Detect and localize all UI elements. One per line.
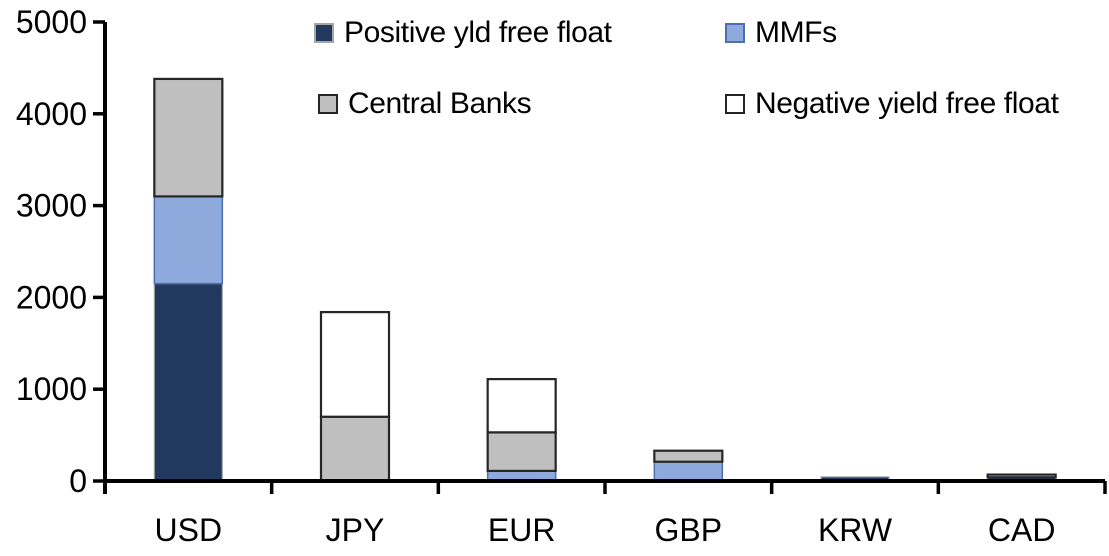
legend-label: Positive yld free float [344, 16, 612, 49]
legend-item-negative-yield-free-float: Negative yield free float [725, 87, 1059, 120]
x-axis-label-CAD: CAD [988, 512, 1056, 548]
bar-segment-CAD-central-banks [986, 473, 1057, 479]
bar-segment-GBP-mmfs [653, 460, 724, 482]
legend-label: Central Banks [348, 87, 532, 120]
x-axis-label-GBP: GBP [655, 512, 723, 548]
y-tick-label: 4000 [16, 96, 87, 132]
bar-segment-GBP-central-banks [653, 449, 724, 463]
legend-item-positive-yld-free-float: Positive yld free float [314, 16, 612, 49]
legend-swatch-central-banks [318, 94, 338, 114]
x-axis-label-EUR: EUR [488, 512, 556, 548]
y-tick-label: 3000 [16, 188, 87, 224]
x-axis-label-JPY: JPY [326, 512, 385, 548]
y-tick-label: 1000 [16, 371, 87, 407]
legend-swatch-mmfs [725, 23, 745, 43]
x-axis-label-KRW: KRW [818, 512, 893, 548]
legend-label: Negative yield free float [755, 87, 1059, 120]
bar-segment-USD-mmfs [153, 195, 224, 285]
x-axis-label-USD: USD [155, 512, 223, 548]
bar-segment-USD-central-banks [153, 77, 224, 198]
y-tick-label: 5000 [16, 4, 87, 40]
legend-item-mmfs: MMFs [725, 16, 837, 49]
bar-segment-JPY-central-banks [319, 415, 391, 483]
legend-label: MMFs [755, 16, 837, 49]
bar-segment-EUR-central-banks [486, 431, 557, 473]
y-tick-label: 0 [69, 463, 87, 499]
bar-segment-JPY-negative-yield-free-float [319, 310, 391, 418]
legend-swatch-positive-yld-free-float [314, 23, 334, 43]
bar-segment-USD-positive-yld-free-float [153, 283, 223, 482]
legend-swatch-negative-yield-free-float [725, 94, 745, 114]
legend-item-central-banks: Central Banks [318, 87, 532, 120]
y-tick-label: 2000 [16, 279, 87, 315]
bar-segment-EUR-negative-yield-free-float [486, 378, 557, 434]
